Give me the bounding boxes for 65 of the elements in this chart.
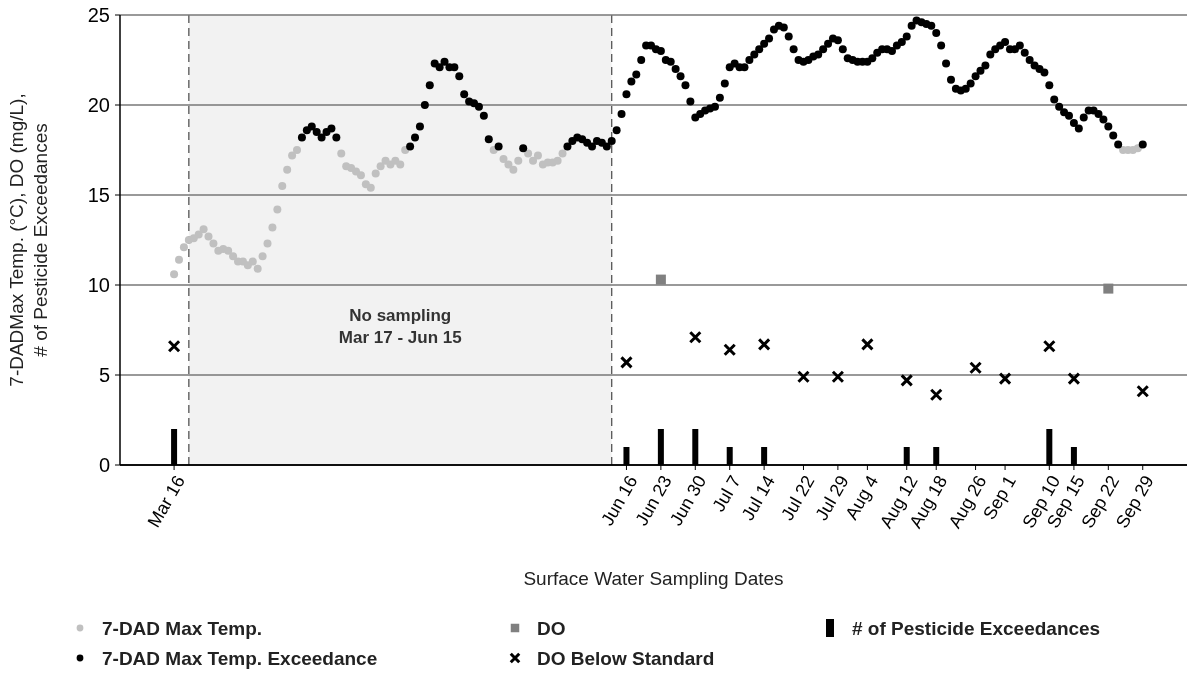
y-tick-label: 10 bbox=[87, 274, 110, 296]
point bbox=[396, 160, 405, 169]
legend-label: DO bbox=[537, 617, 566, 639]
point bbox=[376, 162, 385, 171]
point bbox=[558, 149, 567, 158]
point bbox=[273, 205, 282, 214]
x-axis-title: Surface Water Sampling Dates bbox=[523, 568, 784, 589]
point bbox=[337, 149, 346, 158]
point bbox=[514, 156, 523, 165]
y-tick-label: 15 bbox=[87, 184, 110, 206]
point bbox=[283, 165, 292, 174]
point bbox=[929, 388, 943, 402]
point bbox=[263, 239, 272, 248]
legend-label: # of Pesticide Exceedances bbox=[852, 617, 1101, 639]
point bbox=[278, 182, 287, 190]
point bbox=[204, 232, 213, 241]
point bbox=[619, 355, 633, 369]
point bbox=[258, 252, 267, 261]
point bbox=[371, 169, 380, 178]
point bbox=[167, 339, 181, 353]
point bbox=[179, 243, 188, 252]
legend-label: 7-DAD Max Temp. bbox=[102, 617, 263, 639]
point bbox=[499, 155, 508, 163]
point bbox=[268, 223, 277, 232]
point bbox=[900, 373, 914, 387]
y-tick-label: 5 bbox=[98, 364, 110, 386]
point bbox=[199, 225, 208, 234]
point bbox=[1042, 339, 1056, 353]
point bbox=[253, 264, 262, 273]
point bbox=[831, 370, 845, 384]
point bbox=[1103, 283, 1114, 294]
point bbox=[293, 146, 302, 154]
point bbox=[1136, 384, 1150, 398]
point bbox=[209, 239, 218, 248]
y-tick-label: 20 bbox=[87, 94, 110, 116]
point bbox=[860, 337, 874, 351]
point bbox=[194, 230, 203, 239]
point bbox=[723, 343, 737, 357]
point bbox=[356, 171, 365, 180]
point bbox=[969, 361, 983, 375]
point bbox=[229, 252, 238, 261]
y-axis-title: 7-DADMax Temp. (°C), DO (mg/L), # of Pesticide Exceedances bbox=[6, 93, 51, 387]
point bbox=[524, 149, 533, 158]
point bbox=[529, 156, 538, 165]
band-label: No sampling Mar 17 - Jun 15 bbox=[338, 306, 462, 347]
point bbox=[509, 165, 518, 174]
point bbox=[553, 156, 562, 165]
point bbox=[796, 370, 810, 384]
y-tick-label: 0 bbox=[98, 454, 110, 476]
point bbox=[757, 337, 771, 351]
point bbox=[655, 274, 666, 285]
point bbox=[504, 160, 513, 169]
point bbox=[366, 183, 375, 192]
point bbox=[1067, 372, 1081, 386]
point bbox=[288, 151, 297, 160]
legend-label: 7-DAD Max Temp. Exceedance bbox=[102, 647, 378, 669]
point bbox=[533, 151, 542, 160]
point bbox=[175, 255, 184, 264]
point bbox=[224, 246, 233, 255]
y-tick-label: 25 bbox=[87, 4, 110, 26]
point bbox=[998, 372, 1012, 386]
point bbox=[248, 257, 257, 266]
legend-label: DO Below Standard bbox=[537, 647, 715, 669]
point bbox=[170, 270, 179, 279]
point bbox=[688, 330, 702, 344]
